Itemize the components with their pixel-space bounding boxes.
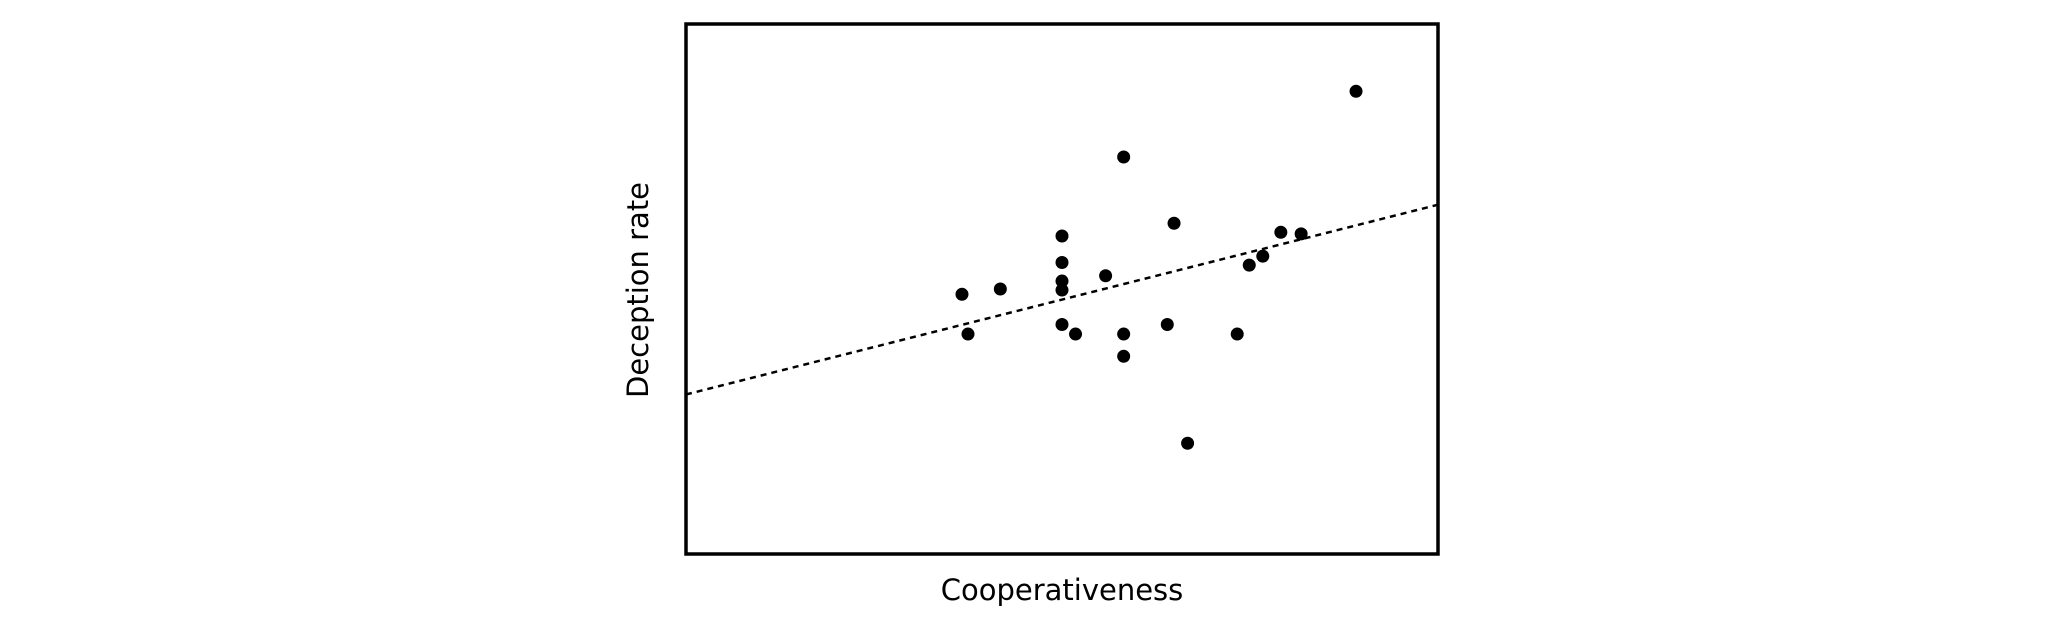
data-point <box>1274 225 1288 239</box>
data-point <box>1055 283 1069 297</box>
data-point <box>1117 327 1131 341</box>
data-point <box>1069 327 1083 341</box>
data-point <box>955 287 969 301</box>
data-point <box>1055 274 1069 288</box>
data-point <box>1160 318 1174 332</box>
x-axis-label: Cooperativeness <box>941 573 1184 607</box>
data-point <box>1230 327 1244 341</box>
data-point <box>1117 150 1131 164</box>
data-point <box>1055 229 1069 243</box>
data-point <box>1294 227 1308 241</box>
data-point <box>1242 258 1256 272</box>
data-point <box>1167 216 1181 230</box>
data-point <box>1181 436 1195 450</box>
data-point <box>1055 318 1069 332</box>
plot-frame <box>684 22 1440 556</box>
data-point <box>1117 349 1131 363</box>
trend-line <box>685 203 1439 396</box>
data-point <box>1055 256 1069 269</box>
data-point <box>1349 84 1363 98</box>
data-point <box>961 327 975 341</box>
data-point <box>1256 249 1270 263</box>
data-point <box>993 282 1007 296</box>
y-axis-label: Deception rate <box>621 182 655 398</box>
data-point <box>1099 269 1113 283</box>
